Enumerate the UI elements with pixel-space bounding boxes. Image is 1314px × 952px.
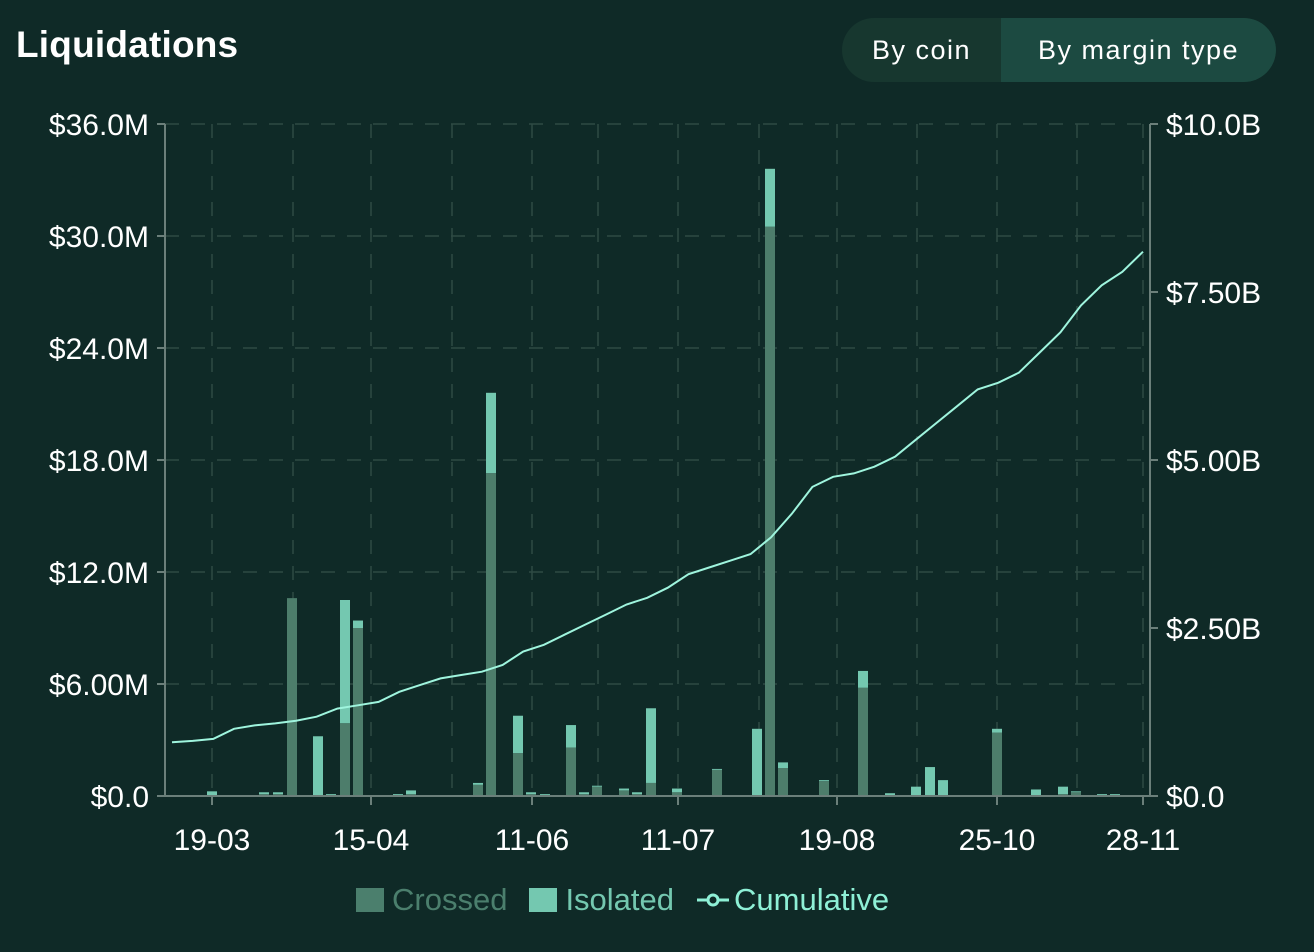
- x-tick-label: 25-10: [959, 824, 1036, 857]
- legend-label-cumulative: Cumulative: [734, 882, 890, 917]
- bar-isolated: [592, 785, 602, 787]
- bar-crossed: [513, 753, 523, 796]
- isolated-swatch: [529, 888, 558, 912]
- bar-isolated: [885, 793, 895, 796]
- left-tick-label: $18.0M: [49, 445, 149, 478]
- bar-isolated: [326, 794, 336, 796]
- bar-isolated: [672, 788, 682, 793]
- chart-axes: $0.0 $6.00M $12.0M $18.0M $24.0M $30.0M $36.0M…: [49, 109, 1261, 857]
- page-title: Liquidations: [16, 24, 239, 65]
- chart-bars: [207, 168, 1120, 796]
- bar-isolated: [992, 728, 1002, 733]
- bar-isolated: [526, 792, 536, 795]
- bar-crossed: [473, 784, 483, 796]
- legend-label-isolated: Isolated: [565, 882, 675, 917]
- bar-isolated: [911, 786, 921, 796]
- by-margin-type-button[interactable]: By margin type: [1001, 18, 1276, 82]
- bar-isolated: [619, 788, 629, 791]
- bar-crossed: [353, 628, 363, 796]
- bar-crossed: [819, 781, 829, 796]
- right-tick-label: $5.00B: [1166, 445, 1261, 478]
- bar-isolated: [819, 780, 829, 782]
- bar-isolated: [1110, 794, 1120, 796]
- bar-isolated: [778, 762, 788, 768]
- cumulative-line: [171, 250, 1144, 744]
- left-tick-label: $24.0M: [49, 333, 149, 366]
- legend-item-cumulative[interactable]: Cumulative: [696, 882, 889, 918]
- bar-crossed: [592, 786, 602, 796]
- bar-isolated: [858, 670, 868, 688]
- bar-crossed: [858, 687, 868, 796]
- bar-isolated: [1031, 789, 1041, 796]
- bar-isolated: [765, 168, 775, 227]
- bar-isolated: [207, 791, 217, 796]
- x-tick-label: 19-03: [174, 824, 251, 857]
- chart-grid: [165, 123, 1150, 796]
- bar-isolated: [393, 794, 403, 796]
- bar-isolated: [540, 794, 550, 796]
- bar-isolated: [1097, 794, 1107, 796]
- bar-crossed: [672, 792, 682, 796]
- bar-isolated: [1058, 786, 1068, 795]
- bar-isolated: [340, 600, 350, 724]
- left-tick-label: $6.00M: [49, 669, 149, 702]
- bar-crossed: [566, 747, 576, 796]
- bar-isolated: [566, 725, 576, 748]
- bar-crossed: [486, 473, 496, 796]
- bar-crossed: [712, 769, 722, 796]
- bar-isolated: [632, 792, 642, 795]
- bar-isolated: [646, 708, 656, 783]
- bar-isolated: [486, 392, 496, 474]
- view-toggle: By coin By margin type: [842, 18, 1276, 82]
- x-tick-label: 11-07: [641, 824, 716, 857]
- x-tick-label: 28-11: [1106, 824, 1181, 857]
- left-tick-label: $30.0M: [49, 221, 149, 254]
- right-tick-label: $0.0: [1166, 781, 1224, 814]
- cumulative-line-icon: [697, 893, 730, 907]
- bar-isolated: [579, 792, 589, 795]
- right-tick-label: $10.0B: [1166, 109, 1261, 142]
- left-tick-label: $36.0M: [49, 109, 149, 142]
- bar-crossed: [287, 598, 297, 796]
- x-tick-label: 15-04: [333, 824, 410, 857]
- x-tick-label: 19-08: [799, 824, 876, 857]
- by-coin-button[interactable]: By coin: [871, 35, 972, 65]
- legend-label-crossed: Crossed: [392, 882, 508, 917]
- chart-legend: Crossed Isolated Cumulative: [356, 880, 911, 920]
- bar-crossed: [646, 782, 656, 796]
- left-tick-label: $0.0: [91, 781, 149, 814]
- bar-crossed: [1071, 792, 1081, 796]
- bar-isolated: [712, 768, 722, 770]
- bar-isolated: [353, 620, 363, 628]
- bar-crossed: [992, 732, 1002, 796]
- right-tick-label: $2.50B: [1166, 613, 1261, 646]
- crossed-swatch: [356, 888, 384, 912]
- bar-crossed: [619, 790, 629, 796]
- bar-isolated: [1071, 791, 1081, 793]
- bar-crossed: [340, 723, 350, 796]
- right-tick-label: $7.50B: [1166, 277, 1261, 310]
- bar-isolated: [259, 792, 269, 795]
- legend-item-isolated[interactable]: Isolated: [529, 882, 674, 918]
- left-tick-label: $12.0M: [49, 557, 149, 590]
- bar-crossed: [778, 768, 788, 796]
- bar-isolated: [473, 782, 483, 785]
- bar-crossed: [765, 226, 775, 796]
- bar-isolated: [925, 767, 935, 796]
- bar-isolated: [938, 780, 948, 796]
- bar-isolated: [406, 790, 416, 795]
- bar-isolated: [752, 728, 762, 796]
- bar-isolated: [273, 792, 283, 795]
- bar-isolated: [313, 736, 323, 796]
- cumulative-line-group: [171, 250, 1144, 744]
- bar-isolated: [513, 715, 523, 754]
- x-tick-label: 11-06: [495, 824, 570, 857]
- legend-item-crossed[interactable]: Crossed: [356, 882, 507, 918]
